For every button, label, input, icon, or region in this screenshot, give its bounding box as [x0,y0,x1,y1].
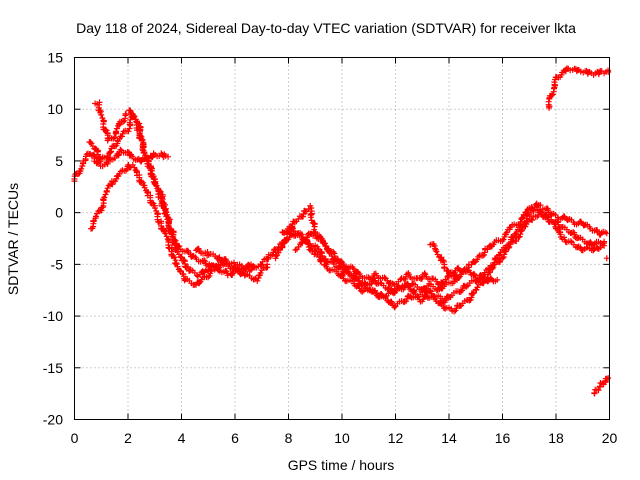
marker-cloud [545,65,612,111]
x-tick-label: 12 [388,430,404,446]
x-tick-label: 10 [334,430,350,446]
series-isolated-point [603,255,610,262]
marker-cloud [92,99,228,280]
series-track-4 [88,161,271,288]
x-axis-label: GPS time / hours [288,457,395,473]
x-tick-label: 0 [71,430,79,446]
y-tick-label: -5 [51,256,64,272]
x-tick-label: 20 [602,430,618,446]
series-track-11 [591,375,612,397]
y-tick-label: -20 [43,412,63,428]
y-tick-label: -10 [43,308,63,324]
x-tick-label: 6 [231,430,239,446]
data-series [71,65,612,397]
y-axis-label: SDTVAR / TECUs [5,183,21,295]
x-tick-label: 18 [548,430,564,446]
marker-cloud [603,255,610,262]
y-tick-label: 10 [47,101,63,117]
series-track-9 [427,241,460,283]
x-tick-label: 14 [441,430,457,446]
marker-cloud [591,375,612,397]
series-track-8 [292,230,501,288]
marker-cloud [427,241,460,283]
series-track-3 [92,99,228,280]
grid [74,57,610,420]
x-tick-label: 4 [178,430,186,446]
x-tick-label: 16 [495,430,511,446]
x-tick-label: 2 [124,430,132,446]
chart-title: Day 118 of 2024, Sidereal Day-to-day VTE… [76,20,576,36]
marker-cloud [88,161,271,288]
series-track-10 [545,65,612,111]
x-tick-label: 8 [285,430,293,446]
y-tick-label: 15 [47,50,63,66]
marker-cloud [193,200,610,295]
axis-ticks: 0 2 4 6 8 10 12 14 16 18 20 -20 -15 -10 -5 0 5 10 15 [43,50,618,447]
y-tick-label: 5 [55,153,63,169]
y-tick-label: 0 [55,205,63,221]
y-tick-label: -15 [43,360,63,376]
